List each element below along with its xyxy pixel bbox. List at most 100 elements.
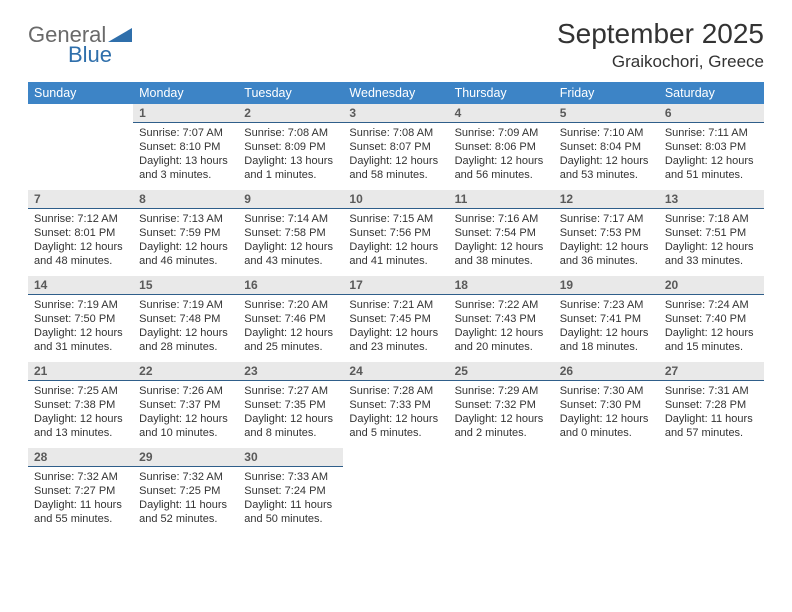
daylight-text: Daylight: 12 hours and 33 minutes. (665, 240, 758, 268)
day-number: 7 (28, 190, 133, 209)
logo-word2: Blue (68, 42, 134, 68)
day-number: 29 (133, 448, 238, 467)
sunset-text: Sunset: 7:27 PM (34, 484, 127, 498)
sunset-text: Sunset: 8:06 PM (455, 140, 548, 154)
daylight-text: Daylight: 12 hours and 18 minutes. (560, 326, 653, 354)
day-number: 2 (238, 104, 343, 123)
day-info: Sunrise: 7:07 AMSunset: 8:10 PMDaylight:… (133, 123, 238, 190)
month-title: September 2025 (557, 18, 764, 50)
day-number: 3 (343, 104, 448, 123)
day-info: Sunrise: 7:28 AMSunset: 7:33 PMDaylight:… (343, 381, 448, 448)
sunrise-text: Sunrise: 7:32 AM (139, 470, 232, 484)
calendar-table: Sunday Monday Tuesday Wednesday Thursday… (28, 82, 764, 534)
day-info: Sunrise: 7:30 AMSunset: 7:30 PMDaylight:… (554, 381, 659, 448)
sunrise-text: Sunrise: 7:22 AM (455, 298, 548, 312)
sunset-text: Sunset: 7:54 PM (455, 226, 548, 240)
day-number: 14 (28, 276, 133, 295)
daylight-text: Daylight: 12 hours and 28 minutes. (139, 326, 232, 354)
daylight-text: Daylight: 12 hours and 25 minutes. (244, 326, 337, 354)
day-info: Sunrise: 7:11 AMSunset: 8:03 PMDaylight:… (659, 123, 764, 190)
daylight-text: Daylight: 12 hours and 58 minutes. (349, 154, 442, 182)
sunset-text: Sunset: 7:37 PM (139, 398, 232, 412)
calendar-cell: 15Sunrise: 7:19 AMSunset: 7:48 PMDayligh… (133, 276, 238, 362)
day-number: 24 (343, 362, 448, 381)
day-info: Sunrise: 7:22 AMSunset: 7:43 PMDaylight:… (449, 295, 554, 362)
calendar-cell: 11Sunrise: 7:16 AMSunset: 7:54 PMDayligh… (449, 190, 554, 276)
day-info: Sunrise: 7:19 AMSunset: 7:48 PMDaylight:… (133, 295, 238, 362)
dow-thursday: Thursday (449, 82, 554, 104)
day-info: Sunrise: 7:16 AMSunset: 7:54 PMDaylight:… (449, 209, 554, 276)
daylight-text: Daylight: 12 hours and 41 minutes. (349, 240, 442, 268)
day-info: Sunrise: 7:19 AMSunset: 7:50 PMDaylight:… (28, 295, 133, 362)
day-info: Sunrise: 7:24 AMSunset: 7:40 PMDaylight:… (659, 295, 764, 362)
daylight-text: Daylight: 11 hours and 57 minutes. (665, 412, 758, 440)
day-number: 26 (554, 362, 659, 381)
day-number: 18 (449, 276, 554, 295)
day-info: Sunrise: 7:10 AMSunset: 8:04 PMDaylight:… (554, 123, 659, 190)
sunset-text: Sunset: 7:56 PM (349, 226, 442, 240)
daylight-text: Daylight: 12 hours and 43 minutes. (244, 240, 337, 268)
day-info: Sunrise: 7:31 AMSunset: 7:28 PMDaylight:… (659, 381, 764, 448)
calendar-cell: 28Sunrise: 7:32 AMSunset: 7:27 PMDayligh… (28, 448, 133, 534)
day-number: 16 (238, 276, 343, 295)
day-number: 9 (238, 190, 343, 209)
day-number: 5 (554, 104, 659, 123)
sunset-text: Sunset: 8:09 PM (244, 140, 337, 154)
header: General Blue September 2025 Graikochori,… (28, 18, 764, 72)
calendar-cell: 10Sunrise: 7:15 AMSunset: 7:56 PMDayligh… (343, 190, 448, 276)
sunset-text: Sunset: 8:01 PM (34, 226, 127, 240)
day-info: Sunrise: 7:32 AMSunset: 7:25 PMDaylight:… (133, 467, 238, 534)
day-number: 12 (554, 190, 659, 209)
sunrise-text: Sunrise: 7:24 AM (665, 298, 758, 312)
sunrise-text: Sunrise: 7:20 AM (244, 298, 337, 312)
calendar-cell: 2Sunrise: 7:08 AMSunset: 8:09 PMDaylight… (238, 104, 343, 190)
day-number: 19 (554, 276, 659, 295)
sunrise-text: Sunrise: 7:19 AM (139, 298, 232, 312)
sunset-text: Sunset: 7:45 PM (349, 312, 442, 326)
calendar-cell: 20Sunrise: 7:24 AMSunset: 7:40 PMDayligh… (659, 276, 764, 362)
calendar-cell: 21Sunrise: 7:25 AMSunset: 7:38 PMDayligh… (28, 362, 133, 448)
day-info: Sunrise: 7:13 AMSunset: 7:59 PMDaylight:… (133, 209, 238, 276)
sunrise-text: Sunrise: 7:30 AM (560, 384, 653, 398)
day-number: 28 (28, 448, 133, 467)
logo: General Blue (28, 22, 134, 68)
calendar-week: 14Sunrise: 7:19 AMSunset: 7:50 PMDayligh… (28, 276, 764, 362)
daylight-text: Daylight: 12 hours and 46 minutes. (139, 240, 232, 268)
day-number: 20 (659, 276, 764, 295)
daylight-text: Daylight: 12 hours and 36 minutes. (560, 240, 653, 268)
day-info: Sunrise: 7:33 AMSunset: 7:24 PMDaylight:… (238, 467, 343, 534)
day-info: Sunrise: 7:25 AMSunset: 7:38 PMDaylight:… (28, 381, 133, 448)
sunset-text: Sunset: 7:46 PM (244, 312, 337, 326)
day-number: 25 (449, 362, 554, 381)
day-info: Sunrise: 7:20 AMSunset: 7:46 PMDaylight:… (238, 295, 343, 362)
calendar-week: 28Sunrise: 7:32 AMSunset: 7:27 PMDayligh… (28, 448, 764, 534)
day-info: Sunrise: 7:18 AMSunset: 7:51 PMDaylight:… (659, 209, 764, 276)
dow-wednesday: Wednesday (343, 82, 448, 104)
sunset-text: Sunset: 7:28 PM (665, 398, 758, 412)
day-number: 10 (343, 190, 448, 209)
day-number: 17 (343, 276, 448, 295)
sunrise-text: Sunrise: 7:07 AM (139, 126, 232, 140)
day-number: 22 (133, 362, 238, 381)
daylight-text: Daylight: 12 hours and 56 minutes. (455, 154, 548, 182)
sunset-text: Sunset: 8:03 PM (665, 140, 758, 154)
calendar-cell: 12Sunrise: 7:17 AMSunset: 7:53 PMDayligh… (554, 190, 659, 276)
day-info: Sunrise: 7:09 AMSunset: 8:06 PMDaylight:… (449, 123, 554, 190)
dow-saturday: Saturday (659, 82, 764, 104)
calendar-week: 21Sunrise: 7:25 AMSunset: 7:38 PMDayligh… (28, 362, 764, 448)
calendar-cell: 17Sunrise: 7:21 AMSunset: 7:45 PMDayligh… (343, 276, 448, 362)
day-info: Sunrise: 7:21 AMSunset: 7:45 PMDaylight:… (343, 295, 448, 362)
sunrise-text: Sunrise: 7:26 AM (139, 384, 232, 398)
dow-monday: Monday (133, 82, 238, 104)
sunrise-text: Sunrise: 7:17 AM (560, 212, 653, 226)
sunset-text: Sunset: 7:24 PM (244, 484, 337, 498)
sunrise-text: Sunrise: 7:13 AM (139, 212, 232, 226)
calendar-cell: 6Sunrise: 7:11 AMSunset: 8:03 PMDaylight… (659, 104, 764, 190)
sunrise-text: Sunrise: 7:25 AM (34, 384, 127, 398)
sunset-text: Sunset: 7:30 PM (560, 398, 653, 412)
daylight-text: Daylight: 12 hours and 38 minutes. (455, 240, 548, 268)
day-number: 1 (133, 104, 238, 123)
day-info: Sunrise: 7:15 AMSunset: 7:56 PMDaylight:… (343, 209, 448, 276)
calendar-cell: 18Sunrise: 7:22 AMSunset: 7:43 PMDayligh… (449, 276, 554, 362)
day-number: 11 (449, 190, 554, 209)
